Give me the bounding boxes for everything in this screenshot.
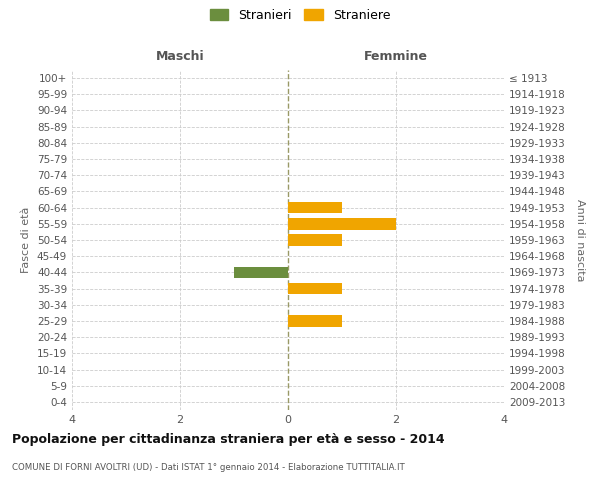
Y-axis label: Anni di nascita: Anni di nascita [575,198,585,281]
Text: Femmine: Femmine [364,50,428,63]
Bar [288,234,342,246]
Bar [288,315,342,327]
Bar [288,202,342,213]
Text: Popolazione per cittadinanza straniera per età e sesso - 2014: Popolazione per cittadinanza straniera p… [12,432,445,446]
Bar [288,282,342,294]
Bar [234,266,288,278]
Y-axis label: Fasce di età: Fasce di età [22,207,31,273]
Text: Maschi: Maschi [155,50,205,63]
Text: COMUNE DI FORNI AVOLTRI (UD) - Dati ISTAT 1° gennaio 2014 - Elaborazione TUTTITA: COMUNE DI FORNI AVOLTRI (UD) - Dati ISTA… [12,462,405,471]
Bar [288,218,396,230]
Legend: Stranieri, Straniere: Stranieri, Straniere [209,8,391,22]
